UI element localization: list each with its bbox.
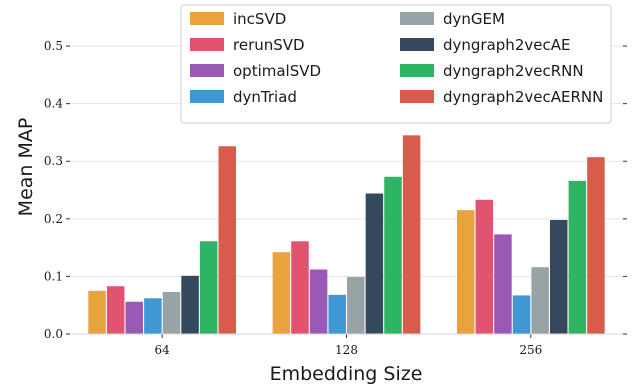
bar-dynGEM-128 xyxy=(347,276,365,334)
legend-swatch-optimalSVD xyxy=(190,64,224,77)
bar-optimalSVD-64 xyxy=(125,301,144,334)
bar-rerunSVD-256 xyxy=(475,199,494,334)
bar-dyngraph2vecRNN-256 xyxy=(568,180,587,334)
legend-swatch-dyngraph2vecAERNN xyxy=(400,90,434,103)
y-tick-label-4: 0.4 xyxy=(44,97,63,111)
x-axis-label: Embedding Size xyxy=(270,363,423,385)
bar-dyngraph2vecAERNN-64 xyxy=(218,146,237,334)
bar-dynTriad-256 xyxy=(512,295,531,334)
y-tick-label-3: 0.3 xyxy=(44,154,63,168)
bar-dynGEM-256 xyxy=(531,267,549,334)
legend-swatch-dyngraph2vecAE xyxy=(400,38,434,51)
legend-label-dyngraph2vecAE: dyngraph2vecAE xyxy=(443,36,570,54)
y-tick-label-2: 0.2 xyxy=(44,212,63,226)
x-tick-label-1: 128 xyxy=(335,343,358,357)
legend-label-dynGEM: dynGEM xyxy=(443,10,505,28)
legend-swatch-dyngraph2vecRNN xyxy=(400,64,434,77)
bar-dynGEM-64 xyxy=(162,291,181,334)
x-tick-label-2: 256 xyxy=(519,343,542,357)
legend-box xyxy=(180,4,612,124)
y-tick-label-1: 0.1 xyxy=(44,269,63,283)
legend-label-optimalSVD: optimalSVD xyxy=(233,62,321,80)
bar-dyngraph2vecRNN-128 xyxy=(384,176,402,334)
bar-dyngraph2vecAERNN-256 xyxy=(587,157,605,334)
legend-swatch-incSVD xyxy=(190,12,224,25)
legend: incSVD rerunSVD optimalSVD dynTriad dynGEM dy… xyxy=(180,4,612,124)
legend-label-dyngraph2vecAERNN: dyngraph2vecAERNN xyxy=(443,88,603,106)
bar-incSVD-128 xyxy=(272,252,291,334)
bars xyxy=(88,135,605,334)
bar-dyngraph2vecAERNN-128 xyxy=(402,135,421,334)
y-tick-label-0: 0.0 xyxy=(44,327,63,341)
bar-dyngraph2vecAE-64 xyxy=(181,275,199,334)
bar-incSVD-256 xyxy=(456,210,475,334)
legend-swatch-rerunSVD xyxy=(190,38,224,51)
y-axis-label: Mean MAP xyxy=(15,118,37,217)
x-tick-label-0: 64 xyxy=(155,343,171,357)
y-tick-label-5: 0.5 xyxy=(44,39,63,53)
bar-incSVD-64 xyxy=(88,290,106,334)
legend-label-dyngraph2vecRNN: dyngraph2vecRNN xyxy=(443,62,584,80)
bar-dynTriad-64 xyxy=(144,298,162,334)
bar-rerunSVD-64 xyxy=(106,286,125,334)
bar-optimalSVD-128 xyxy=(309,269,328,334)
bar-dyngraph2vecAE-128 xyxy=(365,193,384,334)
bar-optimalSVD-256 xyxy=(494,234,512,334)
bar-rerunSVD-128 xyxy=(291,241,309,334)
x-ticks: 64 128 256 xyxy=(155,334,542,357)
legend-swatch-dynGEM xyxy=(400,12,434,25)
bar-dyngraph2vecAE-256 xyxy=(549,219,568,334)
bar-dyngraph2vecRNN-64 xyxy=(199,241,218,334)
legend-label-dynTriad: dynTriad xyxy=(233,88,297,106)
legend-label-incSVD: incSVD xyxy=(233,10,286,28)
bar-dynTriad-128 xyxy=(328,294,346,334)
y-ticks: 0.0 0.1 0.2 0.3 0.4 0.5 xyxy=(44,39,627,341)
legend-label-rerunSVD: rerunSVD xyxy=(233,36,305,54)
legend-swatch-dynTriad xyxy=(190,90,224,103)
